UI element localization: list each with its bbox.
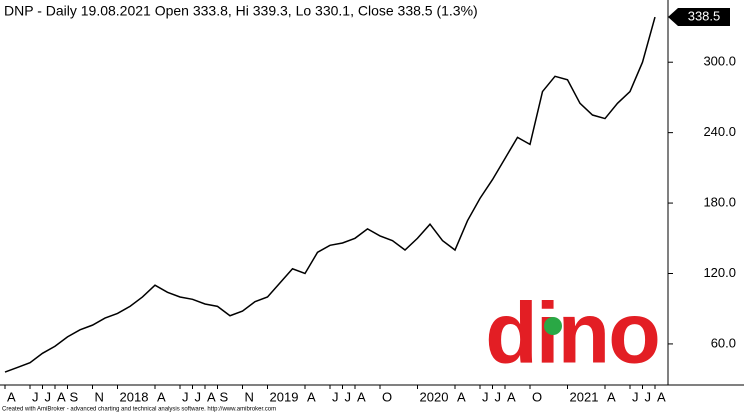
y-tick-label: 180.0 bbox=[703, 195, 736, 210]
logo-dot bbox=[544, 317, 562, 335]
logo: dino bbox=[485, 286, 659, 382]
chart-title: DNP - Daily 19.08.2021 Open 333.8, Hi 33… bbox=[4, 3, 478, 19]
x-tick-label: J bbox=[495, 389, 502, 404]
x-tick-label: A bbox=[457, 389, 466, 404]
x-tick-label: N bbox=[95, 389, 104, 404]
last-price-label: 338.5 bbox=[688, 8, 721, 23]
x-tick-label: A bbox=[657, 389, 666, 404]
x-tick-label: N bbox=[245, 389, 254, 404]
x-tick-label: O bbox=[382, 389, 392, 404]
x-tick-label: A bbox=[7, 389, 16, 404]
x-tick-label: 2018 bbox=[120, 389, 149, 404]
x-tick-label: S bbox=[70, 389, 79, 404]
y-tick-label: 60.0 bbox=[711, 335, 736, 350]
x-tick-label: J bbox=[332, 389, 339, 404]
x-tick-label: A bbox=[307, 389, 316, 404]
x-tick-label: A bbox=[157, 389, 166, 404]
x-tick-label: 2020 bbox=[420, 389, 449, 404]
x-tick-label: S bbox=[220, 389, 229, 404]
last-price-box bbox=[668, 8, 730, 27]
x-tick-label: J bbox=[45, 389, 52, 404]
x-tick-label: 2019 bbox=[270, 389, 299, 404]
footnote: Created with AmiBroker - advanced charti… bbox=[2, 407, 276, 413]
x-tick-label: J bbox=[182, 389, 189, 404]
x-tick-label: A bbox=[57, 389, 66, 404]
x-tick-label: J bbox=[645, 389, 652, 404]
x-tick-label: J bbox=[632, 389, 639, 404]
x-tick-label: O bbox=[532, 389, 542, 404]
x-tick-label: J bbox=[345, 389, 352, 404]
x-tick-label: J bbox=[32, 389, 39, 404]
x-tick-label: 2021 bbox=[570, 389, 599, 404]
x-tick-label: A bbox=[507, 389, 516, 404]
x-tick-label: A bbox=[607, 389, 616, 404]
x-tick-label: J bbox=[482, 389, 489, 404]
x-tick-label: A bbox=[357, 389, 366, 404]
x-tick-label: J bbox=[195, 389, 202, 404]
x-tick-label: A bbox=[207, 389, 216, 404]
y-tick-label: 300.0 bbox=[703, 54, 736, 69]
price-line bbox=[4, 16, 656, 373]
y-tick-label: 240.0 bbox=[703, 124, 736, 139]
y-tick-label: 120.0 bbox=[703, 265, 736, 280]
